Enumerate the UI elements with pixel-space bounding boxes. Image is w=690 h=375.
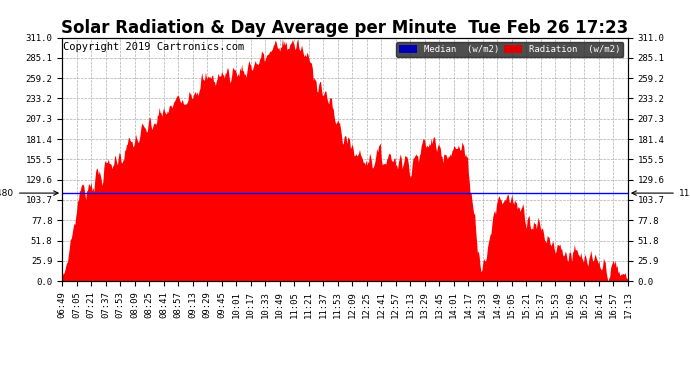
Text: Copyright 2019 Cartronics.com: Copyright 2019 Cartronics.com (63, 42, 244, 52)
Text: 112.480: 112.480 (632, 189, 690, 198)
Title: Solar Radiation & Day Average per Minute  Tue Feb 26 17:23: Solar Radiation & Day Average per Minute… (61, 20, 629, 38)
Text: 112.480: 112.480 (0, 189, 58, 198)
Legend: Median  (w/m2), Radiation  (w/m2): Median (w/m2), Radiation (w/m2) (396, 42, 623, 57)
